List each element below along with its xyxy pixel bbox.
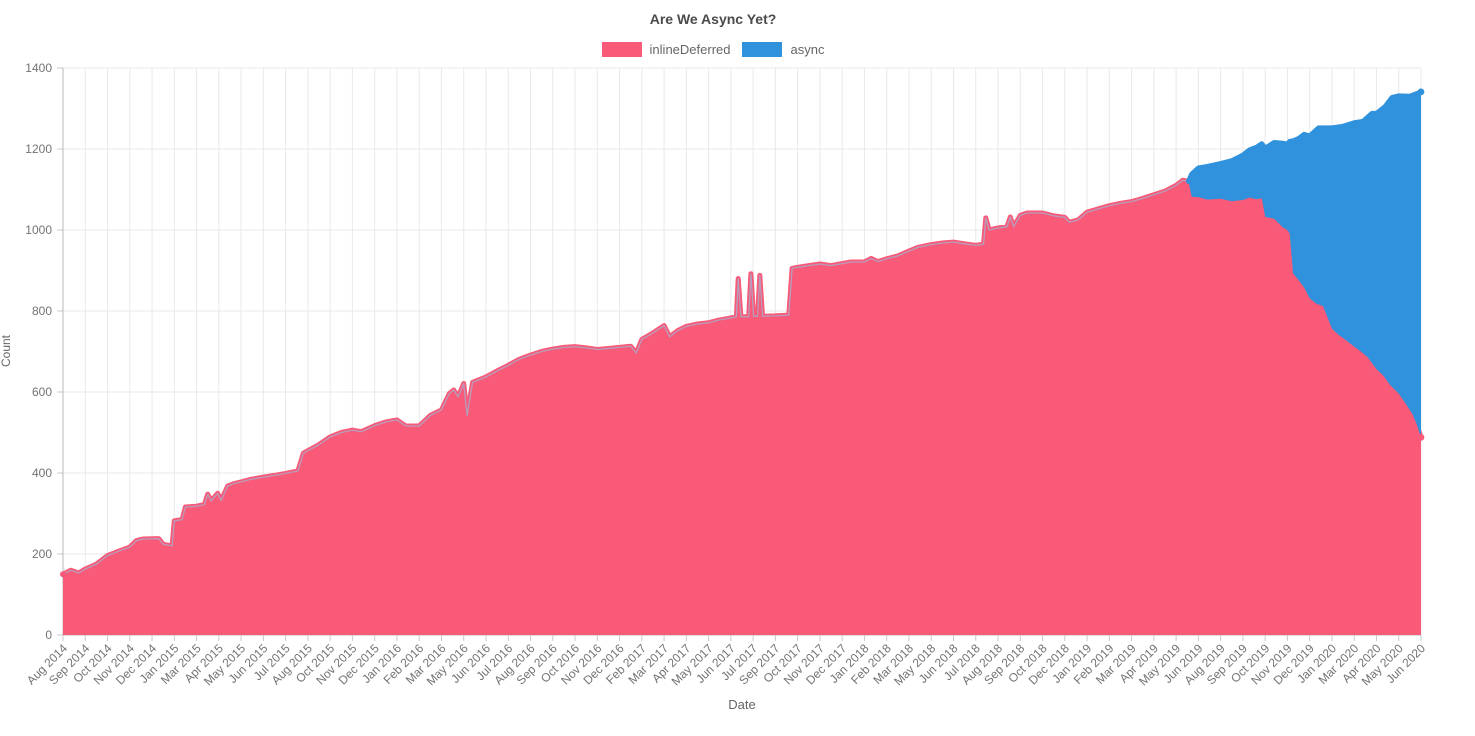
- chart-title: Are We Async Yet?: [649, 11, 777, 27]
- legend-item[interactable]: async: [742, 42, 824, 57]
- legend-item[interactable]: inlineDeferred: [601, 42, 731, 57]
- y-tick-label: 800: [32, 304, 52, 318]
- y-tick-label: 400: [32, 466, 52, 480]
- chart-header: Are We Async Yet? inlineDeferred async: [0, 0, 1426, 57]
- y-tick-label: 600: [32, 385, 52, 399]
- legend-label-async: async: [790, 42, 825, 57]
- y-tick-label: 0: [45, 628, 52, 642]
- y-tick-label: 200: [32, 547, 52, 561]
- legend: inlineDeferred async: [0, 42, 1426, 57]
- y-tick-label: 1400: [25, 61, 52, 75]
- y-tick-label: 1000: [25, 223, 52, 237]
- y-axis-title: Count: [0, 334, 13, 368]
- y-tick-label: 1200: [25, 142, 52, 156]
- x-axis-title: Date: [728, 697, 756, 712]
- legend-label-inlineDeferred: inlineDeferred: [649, 42, 731, 57]
- legend-swatch-inlineDeferred: [601, 42, 642, 57]
- legend-swatch-async: [742, 42, 783, 57]
